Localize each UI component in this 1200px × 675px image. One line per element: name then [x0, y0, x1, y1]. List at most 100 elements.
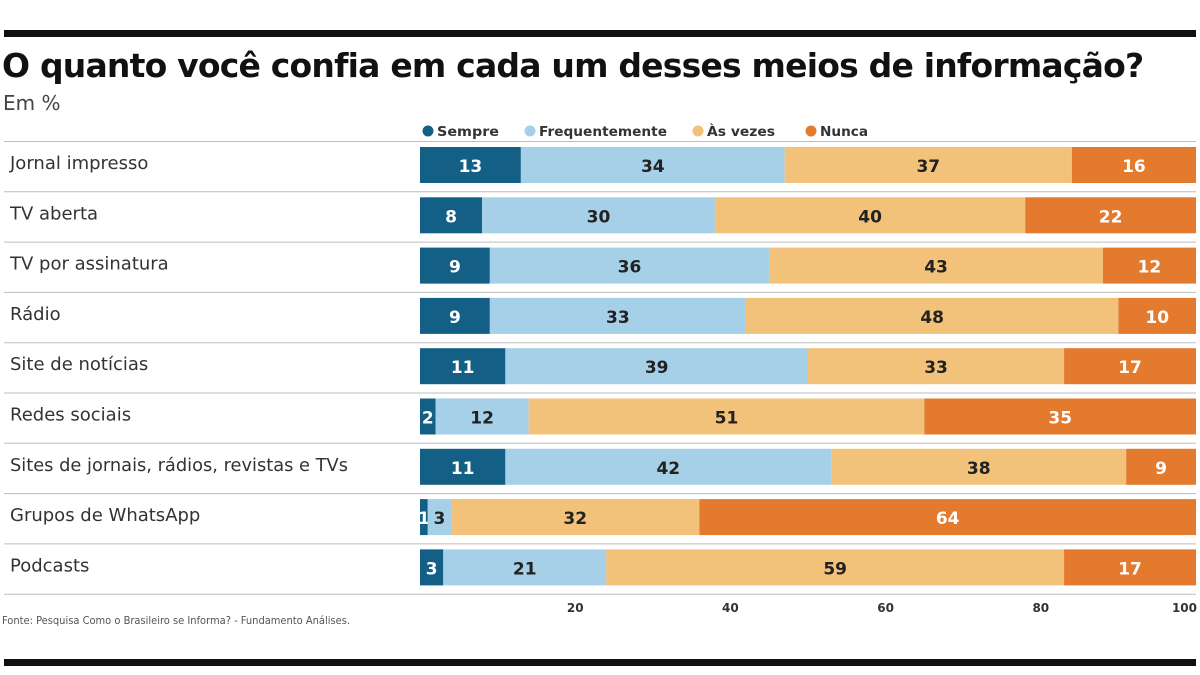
category-label: Rádio: [10, 304, 61, 325]
legend-swatch-sempre: [422, 125, 434, 137]
bar-sempre: [420, 549, 444, 586]
data-label-nunca: 17: [1118, 559, 1142, 579]
x-tick-label: 60: [877, 601, 894, 615]
data-label-nunca: 17: [1118, 358, 1142, 378]
data-label-as-vezes: 33: [924, 358, 948, 378]
data-label-as-vezes: 38: [967, 459, 991, 479]
legend-item-frequentemente: Frequentemente: [524, 125, 667, 140]
row-radio: Rádio 9 33 48 10: [4, 291, 1196, 334]
category-label: TV aberta: [9, 203, 98, 224]
category-label: Sites de jornais, rádios, revistas e TVs: [10, 455, 348, 476]
bar-nunca: [1118, 297, 1196, 334]
source-note: Fonte: Pesquisa Como o Brasileiro se Inf…: [2, 614, 351, 627]
data-label-as-vezes: 37: [916, 157, 940, 177]
chart-title: O quanto você confia em cada um desses m…: [2, 46, 1144, 85]
bar-nunca: [1071, 147, 1196, 183]
chart-legend: Sempre Frequentemente Às vezes Nunca: [422, 124, 868, 140]
top-rule: [4, 30, 1196, 37]
data-label-frequentemente: 12: [470, 409, 494, 429]
row-jornal-impresso: Jornal impresso 13 34 37 16: [4, 141, 1196, 183]
legend-item-sempre: Sempre: [422, 125, 499, 140]
bar-as-vezes: [831, 448, 1127, 485]
bar-nunca: [924, 398, 1196, 435]
bar-as-vezes: [714, 197, 1026, 234]
bar-nunca: [1064, 348, 1196, 385]
category-label: TV por assinatura: [9, 254, 169, 275]
bar-sempre: [420, 247, 490, 284]
data-label-sempre: 1: [418, 509, 430, 529]
data-label-as-vezes: 32: [563, 509, 587, 529]
data-label-nunca: 35: [1048, 409, 1072, 429]
legend-swatch-nunca: [805, 125, 817, 137]
x-tick-label: 40: [722, 601, 739, 615]
row-site-de-noticias: Site de notícias 11 39 33 17: [4, 342, 1196, 385]
bar-nunca: [1025, 197, 1196, 234]
data-label-frequentemente: 36: [618, 258, 642, 278]
data-label-as-vezes: 59: [823, 559, 847, 579]
category-label: Grupos de WhatsApp: [10, 505, 200, 526]
category-label: Jornal impresso: [9, 153, 148, 174]
data-label-frequentemente: 3: [433, 509, 445, 529]
legend-label-sempre: Sempre: [437, 125, 499, 140]
legend-label-nunca: Nunca: [820, 125, 868, 140]
legend-item-nunca: Nunca: [805, 125, 868, 140]
bar-as-vezes: [606, 549, 1065, 586]
data-label-nunca: 12: [1138, 258, 1162, 278]
data-label-frequentemente: 34: [641, 157, 665, 177]
bar-frequentemente: [435, 398, 529, 435]
data-label-sempre: 3: [426, 559, 438, 579]
row-tv-por-assinatura: TV por assinatura 9 36 43 12: [4, 241, 1196, 284]
bar-as-vezes: [784, 147, 1072, 183]
x-tick-label: 20: [567, 601, 584, 615]
data-label-nunca: 16: [1122, 157, 1146, 177]
row-sites-de-jornais-radios-revistas-e-tvs: Sites de jornais, rádios, revistas e TVs…: [4, 442, 1196, 485]
data-label-frequentemente: 33: [606, 308, 630, 328]
data-label-sempre: 11: [451, 459, 475, 479]
data-label-as-vezes: 43: [924, 258, 948, 278]
bar-nunca: [1064, 549, 1196, 586]
data-label-as-vezes: 51: [715, 409, 739, 429]
data-label-as-vezes: 48: [920, 308, 944, 328]
legend-label-as-vezes: Às vezes: [707, 124, 775, 140]
bar-frequentemente: [505, 348, 808, 385]
row-redes-sociais: Redes sociais 2 12 51 35: [4, 392, 1196, 435]
bar-nunca: [1126, 448, 1196, 485]
bar-sempre: [420, 448, 506, 485]
legend-swatch-as-vezes: [692, 125, 704, 137]
data-label-sempre: 8: [445, 207, 457, 227]
row-grupos-de-whatsapp: Grupos de WhatsApp 1 3 32 64: [4, 493, 1196, 536]
bar-nunca: [1102, 247, 1196, 284]
bar-frequentemente: [427, 499, 452, 536]
bar-frequentemente: [482, 197, 715, 234]
bar-as-vezes: [769, 247, 1103, 284]
data-label-sempre: 11: [451, 358, 475, 378]
data-label-frequentemente: 42: [656, 459, 680, 479]
chart-subtitle: Em %: [3, 91, 61, 115]
data-label-sempre: 9: [449, 258, 461, 278]
data-label-nunca: 10: [1145, 308, 1169, 328]
row-tv-aberta: TV aberta 8 30 40 22: [4, 191, 1196, 234]
bar-as-vezes: [528, 398, 925, 435]
data-label-frequentemente: 21: [513, 559, 537, 579]
data-label-nunca: 64: [936, 509, 960, 529]
data-label-nunca: 22: [1099, 207, 1123, 227]
data-label-frequentemente: 39: [645, 358, 669, 378]
bar-nunca: [699, 499, 1196, 536]
bar-sempre: [420, 297, 490, 334]
legend-swatch-frequentemente: [524, 125, 536, 137]
bar-as-vezes: [745, 297, 1119, 334]
legend-item-as-vezes: Às vezes: [692, 124, 775, 140]
category-label: Redes sociais: [10, 405, 131, 426]
x-tick-label: 100: [1172, 601, 1197, 615]
legend-label-frequentemente: Frequentemente: [539, 125, 667, 140]
category-label: Podcasts: [10, 555, 89, 576]
row-podcasts: Podcasts 3 21 59 17: [4, 543, 1196, 586]
bar-frequentemente: [443, 549, 607, 586]
bar-sempre: [420, 197, 483, 234]
data-label-sempre: 13: [459, 157, 483, 177]
bar-sempre: [420, 147, 521, 183]
bar-as-vezes: [451, 499, 700, 536]
bar-sempre: [420, 398, 436, 435]
